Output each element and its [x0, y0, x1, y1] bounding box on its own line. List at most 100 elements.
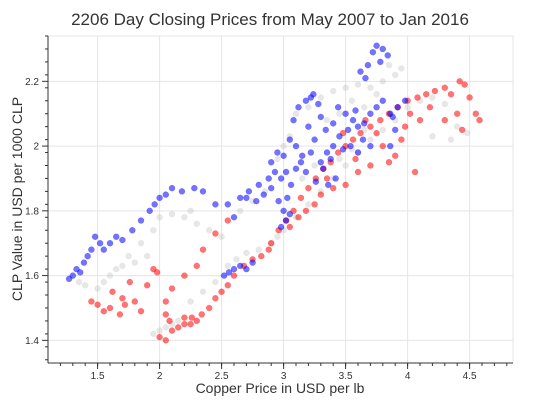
- data-point: [236, 207, 244, 215]
- data-points: [65, 42, 483, 344]
- data-point: [352, 107, 359, 114]
- data-point: [404, 103, 411, 111]
- data-point: [168, 210, 176, 218]
- data-point: [379, 126, 387, 134]
- data-point: [274, 155, 281, 163]
- data-point: [280, 152, 287, 160]
- y-tick-label: 1.4: [25, 336, 39, 347]
- data-point: [379, 97, 387, 105]
- data-point: [472, 110, 480, 117]
- data-point: [168, 285, 176, 292]
- data-point: [174, 324, 182, 331]
- data-point: [329, 87, 337, 95]
- data-point: [334, 149, 342, 156]
- data-point: [143, 252, 151, 260]
- data-point: [431, 87, 439, 95]
- x-tick-label: 1.5: [91, 371, 105, 382]
- data-point: [292, 110, 300, 117]
- data-point: [236, 194, 244, 202]
- data-point: [398, 65, 405, 72]
- y-tick-label: 2: [33, 142, 39, 153]
- data-point: [297, 194, 305, 202]
- data-point: [286, 210, 294, 218]
- data-point: [168, 184, 176, 192]
- data-point: [277, 223, 285, 231]
- data-point: [212, 294, 219, 302]
- data-point: [441, 84, 449, 92]
- data-point: [373, 103, 380, 111]
- data-point: [129, 227, 136, 234]
- data-point: [391, 152, 399, 160]
- data-point: [292, 165, 300, 172]
- data-point: [116, 311, 124, 318]
- data-point: [106, 272, 114, 279]
- y-axis-label: CLP Value in USD per 1000 CLP: [9, 97, 25, 301]
- y-tick-label: 2.2: [25, 77, 39, 88]
- data-point: [119, 236, 126, 244]
- data-point: [267, 184, 275, 192]
- data-point: [367, 110, 374, 117]
- data-point: [88, 246, 95, 253]
- data-point: [265, 246, 272, 253]
- data-point: [191, 184, 198, 192]
- data-point: [168, 327, 176, 334]
- data-point: [305, 103, 312, 111]
- data-point: [394, 103, 401, 111]
- data-point: [305, 184, 312, 192]
- data-point: [178, 188, 186, 195]
- data-point: [96, 239, 104, 247]
- data-point: [181, 314, 188, 321]
- data-point: [354, 149, 362, 156]
- data-point: [84, 252, 91, 260]
- data-point: [357, 129, 364, 137]
- data-point: [199, 246, 207, 253]
- data-point: [391, 126, 399, 134]
- data-point: [354, 168, 362, 176]
- data-point: [94, 301, 101, 308]
- data-point: [91, 233, 99, 240]
- data-point: [426, 103, 434, 111]
- data-point: [295, 214, 302, 221]
- data-point: [360, 103, 368, 111]
- data-point: [305, 201, 312, 208]
- data-point: [302, 207, 310, 215]
- data-point: [364, 61, 372, 69]
- data-point: [224, 282, 232, 289]
- data-point: [344, 126, 352, 134]
- data-point: [233, 256, 240, 263]
- data-point: [311, 201, 318, 208]
- data-point: [310, 91, 317, 98]
- data-point: [121, 301, 129, 308]
- data-point: [137, 307, 145, 315]
- data-point: [369, 48, 377, 56]
- data-point: [286, 223, 294, 231]
- data-point: [119, 262, 126, 270]
- data-point: [453, 123, 461, 130]
- data-point: [373, 129, 380, 137]
- data-point: [218, 288, 225, 296]
- data-point: [267, 159, 275, 166]
- data-point: [205, 227, 213, 234]
- data-point: [461, 81, 468, 88]
- data-point: [391, 71, 399, 79]
- data-point: [329, 120, 337, 127]
- data-point: [447, 91, 455, 98]
- data-point: [153, 269, 161, 276]
- data-point: [401, 123, 409, 130]
- data-point: [458, 126, 466, 134]
- data-point: [354, 81, 362, 88]
- data-point: [156, 194, 163, 202]
- data-point: [287, 181, 295, 189]
- data-point: [342, 110, 349, 117]
- data-point: [81, 282, 89, 289]
- data-point: [126, 278, 134, 286]
- data-point: [137, 239, 145, 247]
- data-point: [367, 142, 374, 150]
- data-point: [312, 178, 320, 185]
- data-point: [354, 123, 362, 130]
- data-point: [243, 194, 250, 202]
- data-point: [379, 78, 387, 85]
- data-point: [453, 110, 461, 117]
